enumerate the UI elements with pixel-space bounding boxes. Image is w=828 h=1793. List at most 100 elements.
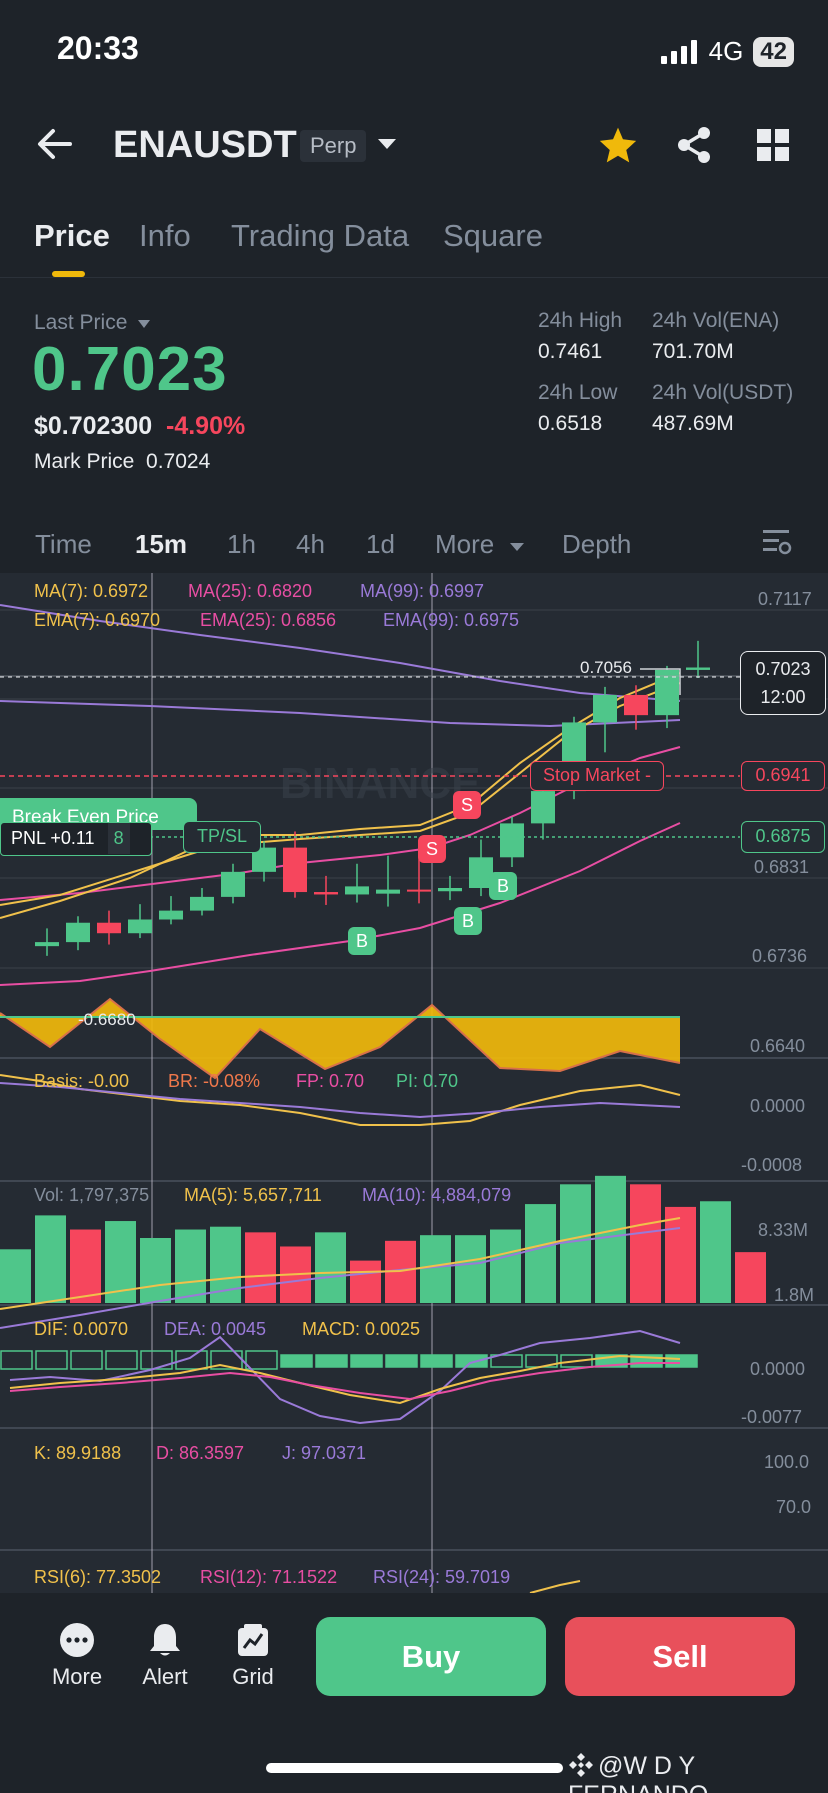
favorite-star-icon[interactable] xyxy=(598,126,638,164)
macd-bar xyxy=(70,1350,103,1370)
kdj-j-label: J: 97.0371 xyxy=(282,1443,367,1463)
perp-badge: Perp xyxy=(300,130,367,162)
grid-nav[interactable]: Grid xyxy=(218,1622,288,1690)
volume-bar xyxy=(595,1175,626,1303)
tpsl-tag[interactable]: TP/SL xyxy=(183,821,261,853)
kdj-axis-top: 100.0 xyxy=(764,1452,810,1472)
volume-bar xyxy=(0,1249,31,1303)
candle-body xyxy=(283,847,307,893)
interval-15m[interactable]: 15m xyxy=(135,529,188,559)
volume-bar xyxy=(420,1235,451,1303)
buy-button[interactable]: Buy xyxy=(316,1617,546,1696)
volume-bar xyxy=(315,1232,346,1303)
price-change-percent: -4.90% xyxy=(166,412,246,440)
high-marker-leader xyxy=(640,668,681,695)
status-time: 20:33 xyxy=(57,30,139,66)
dea-line xyxy=(0,1227,681,1329)
kdj-axis-bottom: 70.0 xyxy=(776,1497,812,1517)
ema99-label: EMA(99): 0.6975 xyxy=(383,610,520,630)
volume-bar xyxy=(245,1232,276,1303)
vol-usdt-value: 487.69M xyxy=(652,412,734,435)
grid-menu-icon[interactable] xyxy=(757,129,789,161)
vol-ena-value: 701.70M xyxy=(652,340,734,363)
low-marker-label: -0.6680 xyxy=(78,1010,136,1029)
tab-trading-data[interactable]: Trading Data xyxy=(231,218,410,253)
candle-body xyxy=(66,922,90,943)
tab-square[interactable]: Square xyxy=(443,218,543,253)
high-24h-value: 0.7461 xyxy=(538,340,603,363)
macd-axis-top: 0.0000 xyxy=(750,1359,806,1379)
interval-4h[interactable]: 4h xyxy=(296,529,325,559)
candle-body xyxy=(407,889,431,892)
stop-price-tag: 0.6941 xyxy=(741,761,825,791)
symbol-dropdown-icon[interactable] xyxy=(376,137,398,151)
sell-button[interactable]: Sell xyxy=(565,1617,795,1696)
kline-chart[interactable]: BINANCE xyxy=(0,573,828,1593)
volume-bar xyxy=(455,1235,486,1303)
symbol-title[interactable]: ENAUSDT xyxy=(113,124,297,166)
basis-axis-top: 0.0000 xyxy=(750,1096,806,1116)
dif-label: DIF: 0.0070 xyxy=(34,1319,129,1339)
candle-body xyxy=(500,823,524,858)
candlesticks xyxy=(35,640,710,956)
volume-bar xyxy=(700,1201,731,1303)
chart-settings-icon[interactable] xyxy=(762,528,792,556)
interval-time[interactable]: Time xyxy=(35,529,92,559)
candle-body xyxy=(376,889,400,894)
bell-icon xyxy=(150,1624,180,1656)
macd-bar xyxy=(0,1350,33,1370)
share-icon[interactable] xyxy=(676,126,712,164)
candle-body xyxy=(35,942,59,947)
tpsl-price-tag: 0.6875 xyxy=(741,821,825,853)
volume-bar xyxy=(140,1238,171,1303)
signal-icon xyxy=(660,39,697,64)
buy-marker: B xyxy=(489,872,517,900)
candle-body xyxy=(593,694,617,723)
more-dropdown-icon xyxy=(510,543,525,551)
candle-body xyxy=(624,694,648,716)
more-nav[interactable]: More xyxy=(42,1622,112,1690)
volume-label: Vol: 1,797,375 xyxy=(34,1185,150,1205)
usd-price: $0.702300 xyxy=(34,412,153,440)
volume-bar xyxy=(735,1252,766,1303)
tab-price[interactable]: Price xyxy=(34,218,110,253)
interval-depth[interactable]: Depth xyxy=(562,529,632,559)
vol-axis-bottom: 1.8M xyxy=(774,1285,815,1305)
axis-price-4: 0.6640 xyxy=(750,1036,806,1056)
current-price-tag: 0.7023 12:00 xyxy=(740,651,826,715)
macd-bar xyxy=(385,1354,418,1368)
pnl-tag[interactable]: PNL +0.11 8 xyxy=(0,822,152,856)
basis-label: Basis: -0.00 xyxy=(34,1071,130,1091)
kdj-j-line xyxy=(9,1329,681,1425)
candle-body xyxy=(128,919,152,934)
ema25-label: EMA(25): 0.6856 xyxy=(200,610,337,630)
last-price: 0.7023 xyxy=(32,335,228,404)
volume-bars xyxy=(0,1175,766,1303)
candle-body xyxy=(97,922,121,934)
kdj-k-label: K: 89.9188 xyxy=(34,1443,122,1463)
buy-marker: B xyxy=(454,907,482,935)
stop-market-order-tag[interactable]: Stop Market - xyxy=(530,761,665,791)
tabs-divider xyxy=(0,277,828,278)
alert-nav[interactable]: Alert xyxy=(130,1622,200,1690)
vol-ma5-label: MA(5): 5,657,711 xyxy=(184,1185,322,1205)
basis-area xyxy=(0,999,680,1078)
back-arrow-icon[interactable] xyxy=(36,128,74,160)
high-marker-label: 0.7056 xyxy=(580,658,632,677)
macd-bar xyxy=(560,1354,593,1368)
macd-bar xyxy=(420,1354,453,1368)
sell-marker: S xyxy=(418,835,446,863)
chart-area[interactable]: BINANCE MA(7): 0.6972 xyxy=(0,573,828,1593)
interval-1h[interactable]: 1h xyxy=(227,529,256,559)
br-label: BR: -0.08% xyxy=(168,1071,261,1091)
ema7-label: EMA(7): 0.6970 xyxy=(34,610,161,630)
macd-bar xyxy=(280,1354,313,1368)
interval-1d[interactable]: 1d xyxy=(366,529,395,559)
tab-info[interactable]: Info xyxy=(139,218,191,253)
macd-bar xyxy=(245,1350,278,1370)
interval-more[interactable]: More xyxy=(435,529,525,560)
last-price-label[interactable]: Last Price xyxy=(34,311,151,335)
candle-body xyxy=(159,910,183,920)
dif-line xyxy=(0,1217,681,1310)
rsi24-label: RSI(24): 59.7019 xyxy=(373,1567,511,1587)
